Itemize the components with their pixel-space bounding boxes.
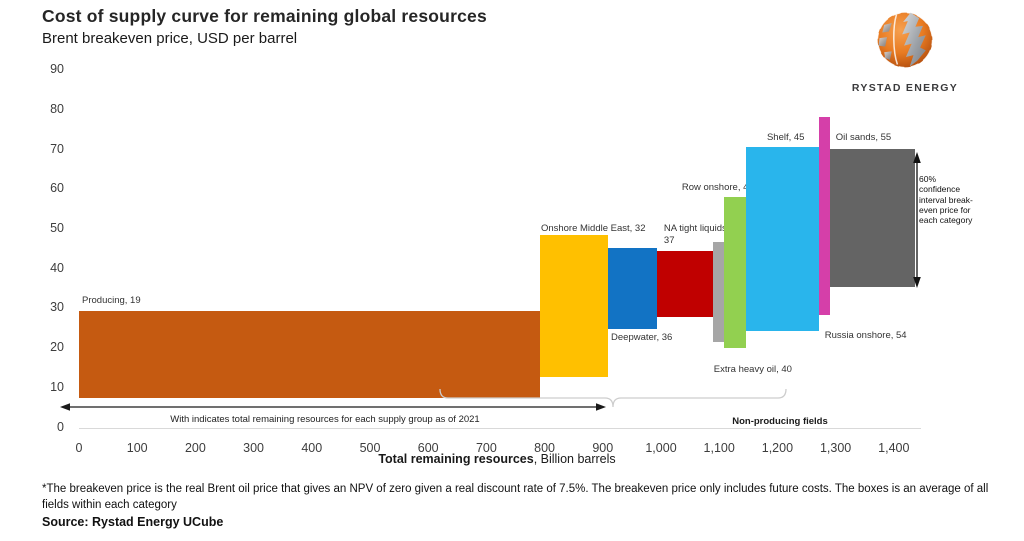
y-axis-tick-0: 0	[57, 419, 64, 434]
x-axis-tick-300: 300	[243, 441, 265, 455]
y-axis-tick-20: 20	[50, 340, 64, 355]
y-axis-tick-70: 70	[50, 141, 64, 156]
width-note-label: With indicates total remaining resources…	[170, 414, 480, 425]
box-label-row-onshore: Row onshore, 42	[681, 182, 754, 194]
x-axis-tick-600: 600	[417, 441, 439, 455]
cost-box-russia-onshore	[818, 116, 830, 315]
rystad-globe-icon	[876, 11, 934, 69]
x-axis-line	[79, 428, 921, 429]
y-axis-tick-50: 50	[50, 221, 64, 236]
cost-box-oil-sands	[829, 149, 915, 288]
x-axis-tick-100: 100	[126, 441, 148, 455]
x-axis-tick-1400: 1,400	[878, 441, 910, 455]
cost-box-deepwater	[608, 247, 657, 330]
cost-box-producing	[79, 310, 540, 399]
y-axis-tick-60: 60	[50, 181, 64, 196]
x-axis-tick-1300: 1,300	[819, 441, 852, 455]
y-axis-tick-90: 90	[50, 62, 64, 77]
box-label-onshore-middle-east: Onshore Middle East, 32	[540, 223, 646, 235]
box-label-extra-heavy-oil: Extra heavy oil, 40	[713, 363, 792, 375]
box-label-na-tight-liquids: NA tight liquids, 37	[663, 222, 730, 246]
y-axis-tick-40: 40	[50, 260, 64, 275]
x-axis-tick-1000: 1,000	[645, 441, 677, 455]
cost-box-row-onshore	[723, 197, 746, 349]
x-axis-tick-400: 400	[301, 441, 323, 455]
chart-title: Cost of supply curve for remaining globa…	[42, 6, 487, 26]
group-brace	[439, 388, 787, 408]
y-axis-tick-10: 10	[50, 379, 64, 394]
x-axis-caption: Total remaining resources, Billion barre…	[277, 452, 717, 466]
box-label-producing: Producing, 19	[82, 294, 141, 306]
footnote: *The breakeven price is the real Brent o…	[42, 483, 989, 511]
x-axis-tick-1200: 1,200	[761, 441, 794, 455]
rystad-logo: RYSTAD ENERGY	[845, 6, 965, 94]
chart-subtitle: Brent breakeven price, USD per barrel	[42, 30, 298, 47]
cost-box-na-tight-liquids	[656, 250, 713, 317]
cost-box-extra-heavy-oil	[712, 241, 724, 342]
box-label-shelf: Shelf, 45	[766, 132, 805, 144]
confidence-interval-note: 60% confidence interval break- even pric…	[919, 174, 973, 226]
box-label-russia-onshore: Russia onshore, 54	[824, 329, 907, 341]
source-label: Source: Rystad Energy UCube	[42, 515, 224, 529]
rystad-logo-text: RYSTAD ENERGY	[851, 82, 959, 94]
x-axis-caption-units: , Billion barrels	[533, 452, 616, 466]
y-axis-tick-30: 30	[50, 300, 64, 315]
box-label-oil-sands: Oil sands, 55	[835, 132, 892, 144]
x-axis-caption-bold: Total remaining resources	[378, 452, 534, 466]
non-producing-fields-label: Non-producing fields	[732, 416, 828, 427]
y-axis-tick-80: 80	[50, 102, 64, 117]
x-axis-tick-500: 500	[359, 441, 381, 455]
x-axis-tick-0: 0	[75, 441, 83, 455]
cost-box-shelf	[745, 147, 819, 332]
box-label-deepwater: Deepwater, 36	[611, 332, 673, 344]
x-axis-tick-800: 800	[534, 441, 556, 455]
cost-box-onshore-middle-east	[539, 235, 609, 378]
x-axis-tick-700: 700	[475, 441, 497, 455]
confidence-interval-arrow	[913, 152, 921, 288]
x-axis-tick-900: 900	[592, 441, 614, 455]
remaining-resources-arrow	[60, 403, 606, 411]
x-axis-tick-200: 200	[184, 441, 206, 455]
x-axis-tick-1100: 1,100	[703, 441, 735, 455]
